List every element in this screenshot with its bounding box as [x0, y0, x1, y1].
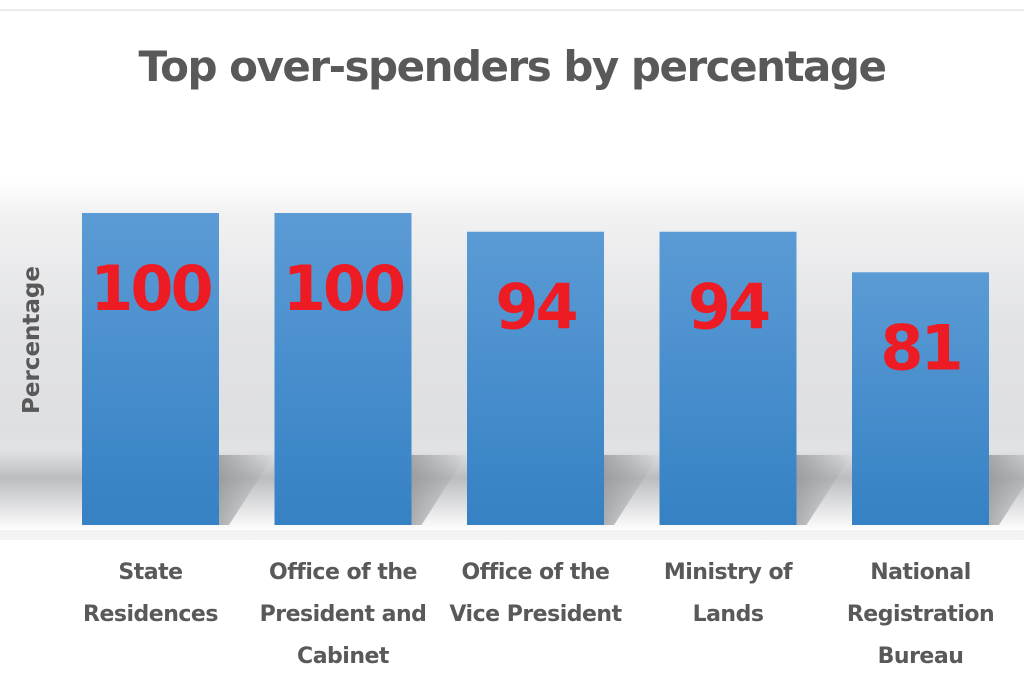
bar-shadow [989, 455, 1024, 525]
data-label: 100 [90, 252, 211, 325]
bar-shadows [219, 455, 1024, 525]
bar-shadow [219, 455, 274, 525]
x-tick-label: Ministry of [664, 560, 793, 585]
x-tick-label: Cabinet [297, 644, 390, 669]
bar [274, 213, 412, 525]
x-tick-label: President and [260, 602, 427, 627]
x-tick-label: Office of the [269, 560, 417, 585]
data-label: 81 [880, 311, 960, 384]
bar-shadow [411, 455, 467, 525]
x-tick-labels: State Residences Office of the President an… [83, 560, 995, 669]
x-tick-label: Bureau [878, 644, 964, 669]
bars [82, 213, 989, 525]
bar-shadow [796, 455, 852, 525]
x-tick-label: National [870, 560, 970, 585]
bar [852, 272, 989, 525]
top-divider [0, 9, 1024, 11]
data-label: 94 [688, 271, 769, 344]
chart-title: Top over-spenders by percentage [138, 42, 887, 91]
x-tick-label: Vice President [449, 602, 622, 627]
data-label: 94 [495, 271, 576, 344]
data-label: 100 [283, 252, 404, 325]
bar [467, 231, 604, 525]
bar [659, 231, 797, 525]
x-tick-label: State [118, 560, 182, 585]
x-tick-label: Office of the [462, 560, 610, 585]
bar [82, 213, 219, 525]
x-tick-label: Lands [693, 602, 764, 627]
x-tick-label: Residences [83, 602, 218, 627]
data-labels: 100 100 94 94 81 [90, 252, 963, 384]
bar-shadow [604, 455, 659, 525]
x-tick-label: Registration [847, 602, 994, 627]
